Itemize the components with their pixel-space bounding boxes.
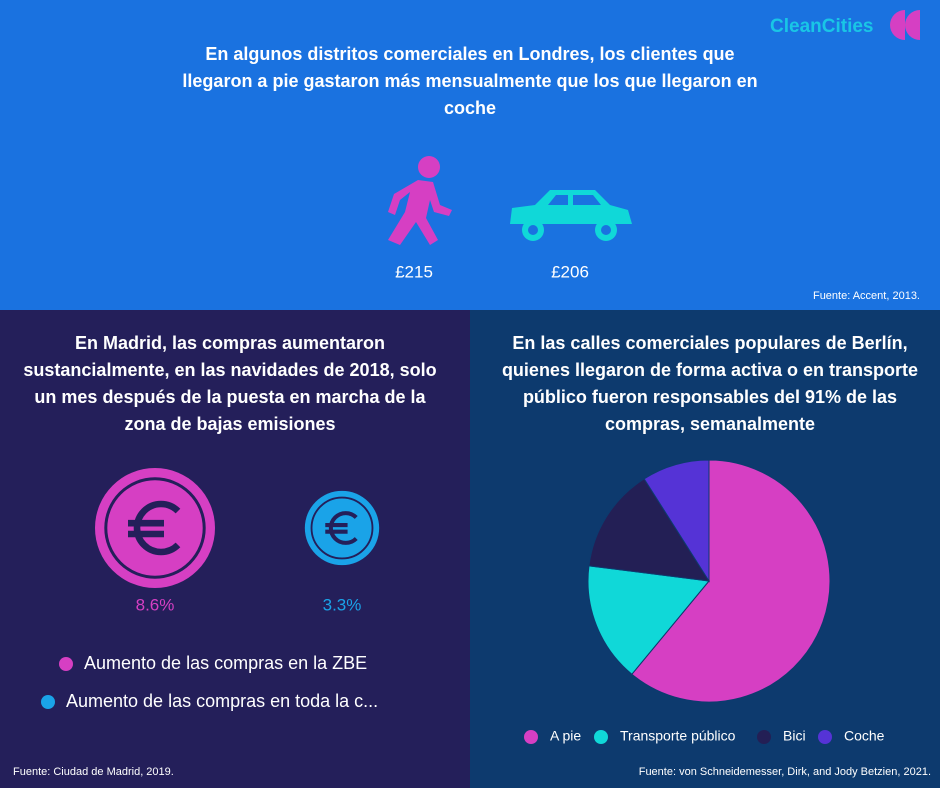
- value-label: 8.6%: [136, 595, 175, 614]
- legend-label: Transporte público: [620, 728, 736, 744]
- bubble-ring: [104, 477, 206, 579]
- euro-icon: [325, 511, 358, 545]
- pie-slice: [587, 565, 710, 675]
- pie-slice: [588, 478, 710, 582]
- legend-label: Aumento de las compras en la ZBE: [84, 653, 367, 673]
- legend-dot: [524, 730, 538, 744]
- euro-icon: [128, 500, 181, 556]
- walk-value: £215: [395, 262, 433, 281]
- bubble: [304, 490, 380, 566]
- london-title: En algunos distritos comerciales en Lond…: [182, 44, 758, 118]
- legend-dot: [41, 695, 55, 709]
- value-label: 3.3%: [323, 595, 362, 614]
- legend-label: Aumento de las compras en toda la c...: [66, 691, 378, 711]
- pie-slice: [631, 459, 831, 703]
- source: Fuente: Accent, 2013.: [813, 290, 920, 302]
- pie-slice: [643, 459, 710, 583]
- car-icon: [510, 190, 632, 241]
- legend-dot: [594, 730, 608, 744]
- legend-label: A pie: [550, 728, 581, 744]
- top-panel: [0, 0, 940, 310]
- logo: CleanCities: [770, 16, 873, 37]
- legend-dot: [757, 730, 771, 744]
- legend-label: Coche: [844, 728, 885, 744]
- legend-label: Bici: [783, 728, 806, 744]
- logo-icon: [890, 10, 920, 40]
- legend-dot: [59, 657, 73, 671]
- legend-dot: [818, 730, 832, 744]
- source: Fuente: von Schneidemesser, Dirk, and Jo…: [639, 766, 931, 778]
- berlin-title: En las calles comerciales populares de B…: [501, 333, 919, 434]
- walker-icon: [388, 156, 452, 245]
- car-value: £206: [551, 262, 589, 281]
- madrid-title: En Madrid, las compras aumentaron sustan…: [23, 333, 437, 434]
- bubble: [95, 468, 215, 588]
- bubble-ring: [310, 496, 374, 560]
- left-panel: [0, 310, 470, 788]
- source: Fuente: Ciudad de Madrid, 2019.: [13, 766, 174, 778]
